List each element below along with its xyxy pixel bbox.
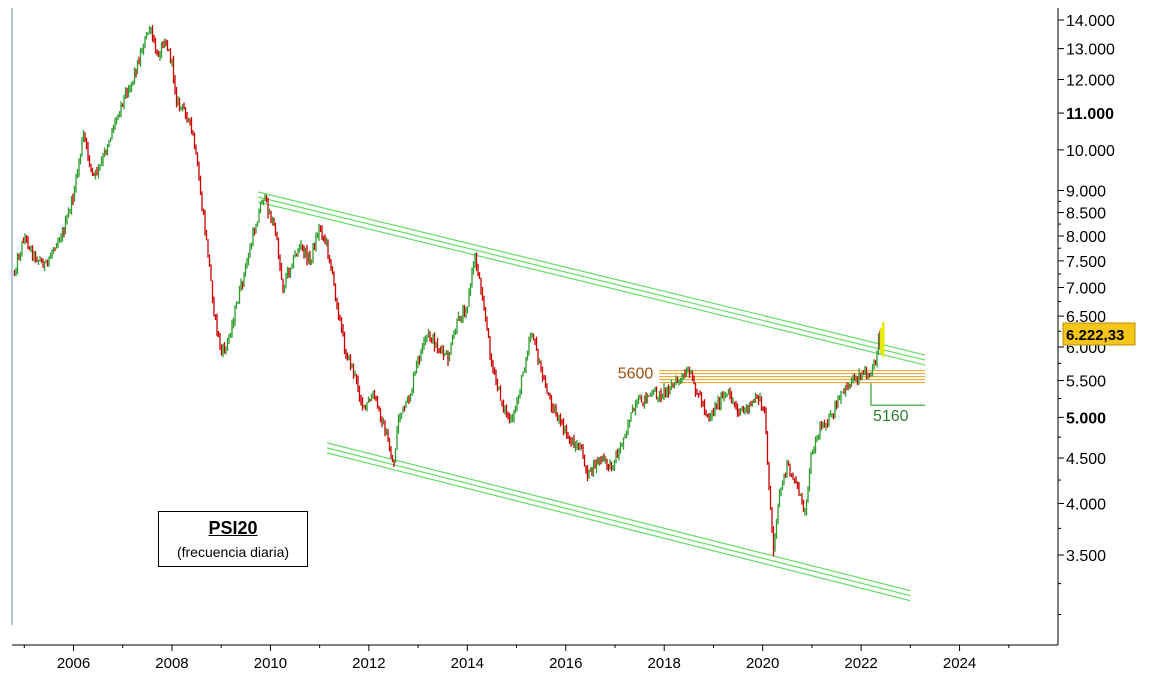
level-label-5160: 5160 [873, 408, 909, 425]
y-tick-label: 7.500 [1066, 254, 1106, 271]
x-tick-label: 2018 [648, 655, 681, 672]
y-tick-label: 4.000 [1066, 496, 1106, 513]
x-tick-label: 2014 [451, 655, 484, 672]
level-label-5600: 5600 [618, 366, 654, 383]
x-ticks: 2006 2008 2010 2012 2014 2016 2018 2020 2022 2024 [23, 645, 1010, 672]
y-tick-label: 11.000 [1066, 106, 1114, 123]
channel-lower-line [326, 447, 911, 597]
x-tick-label: 2020 [746, 655, 779, 672]
y-tick-label: 12.000 [1066, 72, 1115, 89]
y-tick-label: 5.000 [1066, 410, 1106, 427]
y-tick-label: 13.000 [1066, 42, 1115, 59]
channel-lower-line [326, 442, 911, 592]
x-tick-label: 2012 [352, 655, 385, 672]
channel-upper-line [257, 201, 926, 366]
last-price-marker: 6.222,33 [1062, 322, 1136, 346]
x-tick-label: 2016 [549, 655, 582, 672]
channel-lower-line [326, 452, 911, 602]
y-tick-label: 6.500 [1066, 309, 1106, 326]
y-tick-label: 10.000 [1066, 143, 1115, 160]
y-tick-label: 9.000 [1066, 184, 1106, 201]
y-tick-label: 3.500 [1066, 548, 1106, 565]
channel-upper-line [257, 191, 926, 356]
last-price-label: 6.222,33 [1066, 327, 1124, 344]
x-tick-label: 2006 [57, 655, 90, 672]
y-tick-label: 8.000 [1066, 229, 1106, 246]
y-tick-label: 7.000 [1066, 281, 1106, 298]
x-tick-label: 2010 [254, 655, 287, 672]
price-series [13, 25, 885, 557]
x-tick-label: 2024 [943, 655, 976, 672]
y-tick-label: 8.500 [1066, 206, 1106, 223]
y-tick-label: 5.500 [1066, 374, 1106, 391]
channel-upper-line [257, 196, 926, 361]
axes [11, 8, 1059, 646]
trend-channel [257, 191, 926, 602]
x-tick-label: 2022 [844, 655, 877, 672]
y-tick-label: 14.000 [1066, 13, 1115, 30]
chart-title: PSI20 [208, 518, 258, 538]
chart-title-box: PSI20 (frecuencia diaria) [158, 511, 308, 567]
y-ticks: 14.000 13.000 12.000 11.000 10.000 9.000 8.500… [1058, 13, 1115, 615]
level-labels: 5600 5160 [618, 366, 909, 426]
x-tick-label: 2008 [155, 655, 188, 672]
support-levels [659, 370, 926, 406]
y-tick-label: 4.500 [1066, 451, 1106, 468]
chart-subtitle: (frecuencia diaria) [176, 544, 290, 560]
last-price-badge [1062, 322, 1136, 346]
